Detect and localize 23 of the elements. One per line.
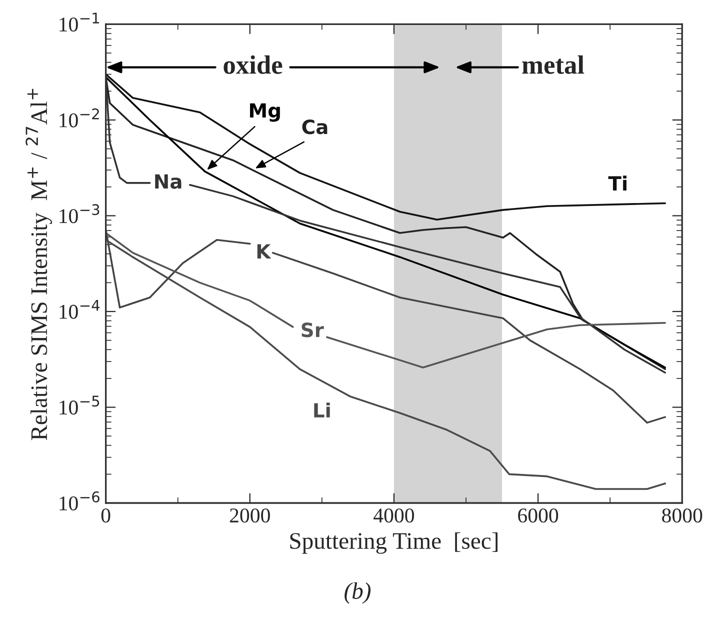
y-tick-label: 10$^{−5}$ (60, 396, 100, 415)
text: (b) (344, 582, 371, 604)
text: Mg (250, 103, 280, 122)
annotation: metal (522, 55, 584, 74)
y-tick-label: 10$^{−3}$ (60, 204, 100, 224)
series-label: K (257, 244, 272, 258)
series-label: Na (155, 174, 182, 189)
x-tick-label: 2000 (230, 508, 270, 523)
series-label: Li (314, 402, 330, 418)
series-label: Sr (302, 322, 324, 338)
y-tick-label: 10$^{−2}$ (60, 108, 99, 128)
series-label: Ti (608, 176, 626, 190)
x-tick-label: 6000 (518, 508, 558, 523)
y-tick-label: 10$^{−1}$ (60, 12, 100, 32)
y-tick-label: 10$^{−6}$ (60, 491, 100, 510)
annotation: oxide (224, 55, 282, 74)
x-tick-label: 0 (101, 508, 110, 523)
x-tick-label: 4000 (374, 508, 414, 523)
x-tick-label: 8000 (662, 508, 702, 523)
y-axis-title: Relative SIMS Intensity M$^{+}$ / $^{27}$Al$^{+}$ (26, 88, 52, 440)
x-axis-title: Sputtering Time [sec] (290, 532, 498, 554)
y-tick-label: 10$^{−4}$ (60, 300, 100, 319)
text: Ca (302, 120, 328, 134)
